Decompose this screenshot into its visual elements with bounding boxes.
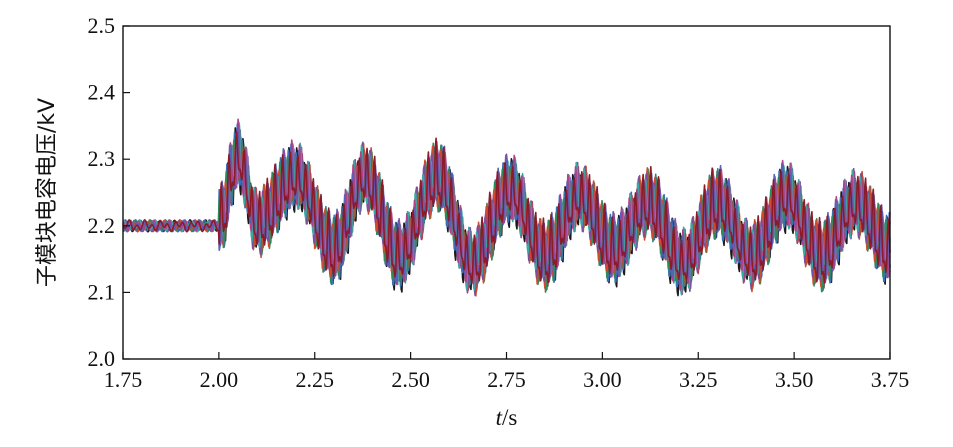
y-tick-label: 2.3 [88,146,116,171]
x-axis-variable: t [496,405,503,430]
x-axis-unit: /s [502,405,517,430]
y-tick-label: 2.1 [88,279,116,304]
x-tick-label: 3.75 [871,367,910,392]
series-line-8 [122,123,891,286]
x-tick-label: 3.25 [679,367,718,392]
series-group [122,118,891,297]
y-tick-label: 2.5 [88,13,116,38]
series-line-7 [122,118,891,291]
ticks-group: 1.75 2.00 2.25 2.50 2.75 3.00 3.25 3.50 3.75 2.0 2… [88,13,910,392]
x-tick-label: 3.00 [583,367,622,392]
y-tick-label: 2.0 [88,346,116,371]
x-tick-label: 3.50 [775,367,814,392]
x-tick-label: 2.50 [391,367,430,392]
x-tick-label: 1.75 [104,367,143,392]
series-line-9 [122,131,891,284]
x-tick-label: 2.75 [487,367,526,392]
y-axis-label: 子模块电容电压/kV [35,98,60,287]
x-axis-label: t/s [496,405,518,430]
x-tick-label: 2.00 [200,367,239,392]
x-tick-label: 2.25 [296,367,335,392]
y-tick-label: 2.2 [88,213,116,238]
y-tick-label: 2.4 [88,80,116,105]
